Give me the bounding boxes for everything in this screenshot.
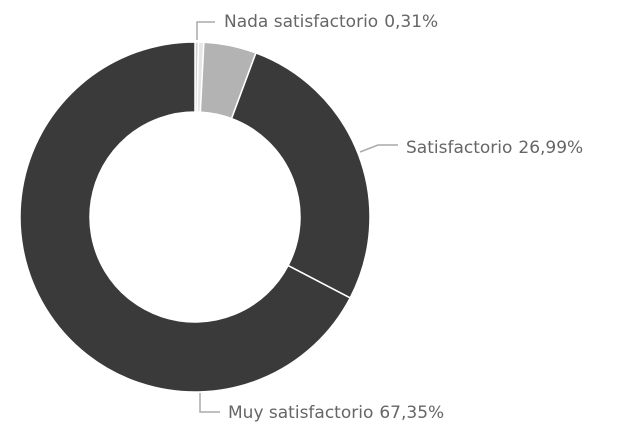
slice-name: Nada satisfactorio: [224, 12, 378, 32]
leader-line: [359, 144, 398, 153]
slice-label: Nada satisfactorio 0,31%: [224, 12, 438, 32]
slice-name: Satisfactorio: [406, 138, 512, 158]
donut-slice: [19, 41, 352, 393]
slice-label: Muy satisfactorio 67,35%: [228, 403, 444, 423]
slice-value: 67,35%: [379, 403, 444, 423]
slice-value: 0,31%: [384, 12, 438, 32]
slice-name: Muy satisfactorio: [228, 403, 373, 423]
leader-line: [196, 21, 215, 40]
slice-value: 26,99%: [518, 138, 583, 158]
leader-line: [199, 393, 220, 413]
donut-slice: [230, 51, 371, 299]
slice-label: Satisfactorio 26,99%: [406, 138, 583, 158]
